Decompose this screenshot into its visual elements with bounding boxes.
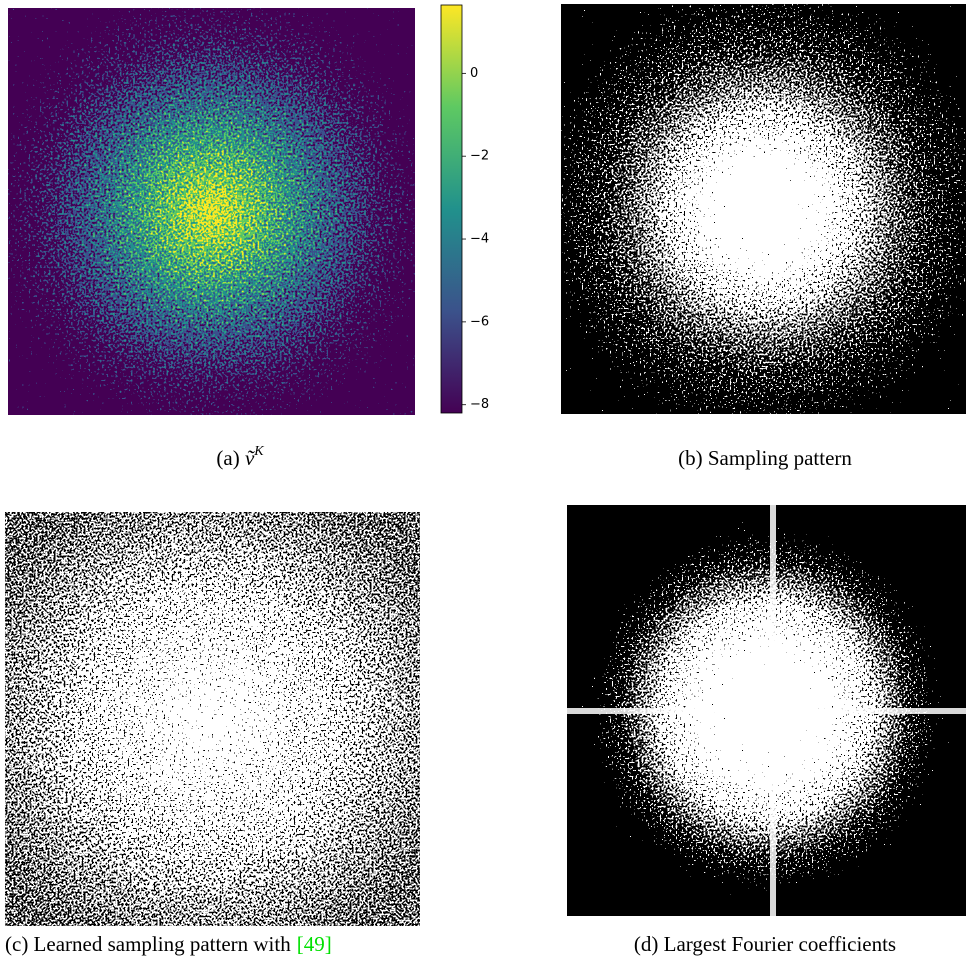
caption-superscript: K [253, 444, 264, 459]
caption-text: (c) Learned sampling pattern with [5, 932, 291, 956]
colorbar-tick-label: −6 [470, 314, 489, 329]
caption-label: (a) [216, 446, 239, 470]
colorbar-tick-label: −4 [470, 232, 489, 247]
citation-link[interactable]: [49] [297, 932, 332, 956]
colorbar-tick-label: 0 [470, 66, 478, 81]
fourier-horizontal-band [567, 708, 966, 714]
sampling-pattern-image [561, 4, 966, 414]
caption-b: (b) Sampling pattern [678, 446, 852, 470]
heatmap-image [8, 8, 415, 415]
caption-symbol: ṽ [245, 446, 255, 470]
colorbar-ticks: 0 −2 −4 −6 −8 [462, 66, 489, 412]
caption-a: (a) ṽK [216, 444, 264, 470]
colorbar-tick-label: −2 [470, 149, 489, 164]
caption-d: (d) Largest Fourier coefficients [634, 932, 896, 956]
colorbar-tick-label: −8 [470, 397, 489, 412]
colorbar [440, 4, 463, 414]
learned-pattern-image [5, 512, 420, 926]
caption-c: (c) Learned sampling pattern with [49] [5, 932, 332, 956]
fourier-image [567, 505, 966, 916]
